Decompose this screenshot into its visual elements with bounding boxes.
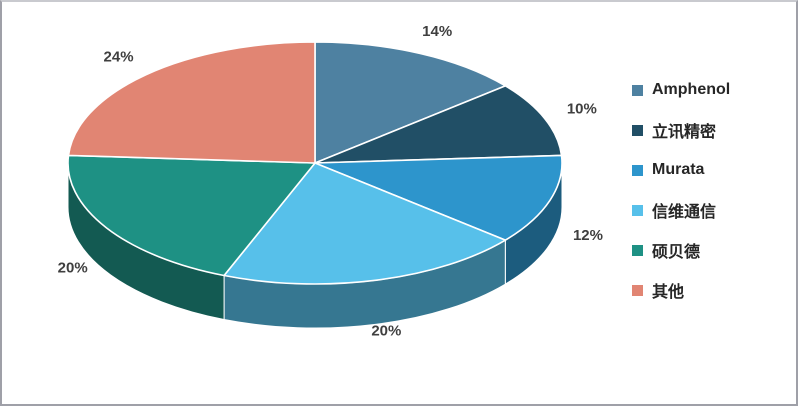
pie-slice-2 <box>314 154 563 241</box>
pie-slice-4 <box>67 154 316 277</box>
pie-slice-5 <box>67 41 316 164</box>
legend-swatch-murata <box>632 164 643 176</box>
pie-slice-3 <box>223 162 507 285</box>
slice-value-label-0: 14% <box>422 23 452 40</box>
legend-item-amphenol: Amphenol <box>632 70 730 110</box>
pie-slice-0 <box>314 41 507 164</box>
legend-label-luxshare: 立讯精密 <box>652 124 717 141</box>
legend-item-luxshare: 立讯精密 <box>632 110 730 150</box>
legend-item-others: 其他 <box>632 270 730 310</box>
legend-label-others: 其他 <box>652 284 685 301</box>
legend-label-sunway: 信维通信 <box>652 204 717 221</box>
legend: Amphenol 立讯精密 Murata 信维通信 硕贝德 其他 <box>632 70 730 310</box>
pie-chart: 14% 10% 12% 20% 20% 24% <box>58 23 603 340</box>
pie-slice-1 <box>314 85 563 164</box>
legend-swatch-others <box>632 284 643 296</box>
legend-swatch-sunway <box>632 204 643 216</box>
legend-label-murata: Murata <box>652 161 705 178</box>
legend-label-speed: 硕贝德 <box>652 244 701 261</box>
legend-label-amphenol: Amphenol <box>652 81 731 98</box>
legend-item-murata: Murata <box>632 150 730 190</box>
slice-value-label-5: 24% <box>104 48 134 65</box>
slice-value-label-3: 20% <box>371 322 401 339</box>
legend-swatch-amphenol <box>632 84 643 96</box>
legend-swatch-speed <box>632 244 643 256</box>
legend-item-sunway: 信维通信 <box>632 190 730 230</box>
slice-value-label-2: 12% <box>573 227 603 244</box>
slice-value-label-4: 20% <box>58 260 88 277</box>
legend-swatch-luxshare <box>632 124 643 136</box>
legend-item-speed: 硕贝德 <box>632 230 730 270</box>
slice-value-label-1: 10% <box>567 101 597 118</box>
